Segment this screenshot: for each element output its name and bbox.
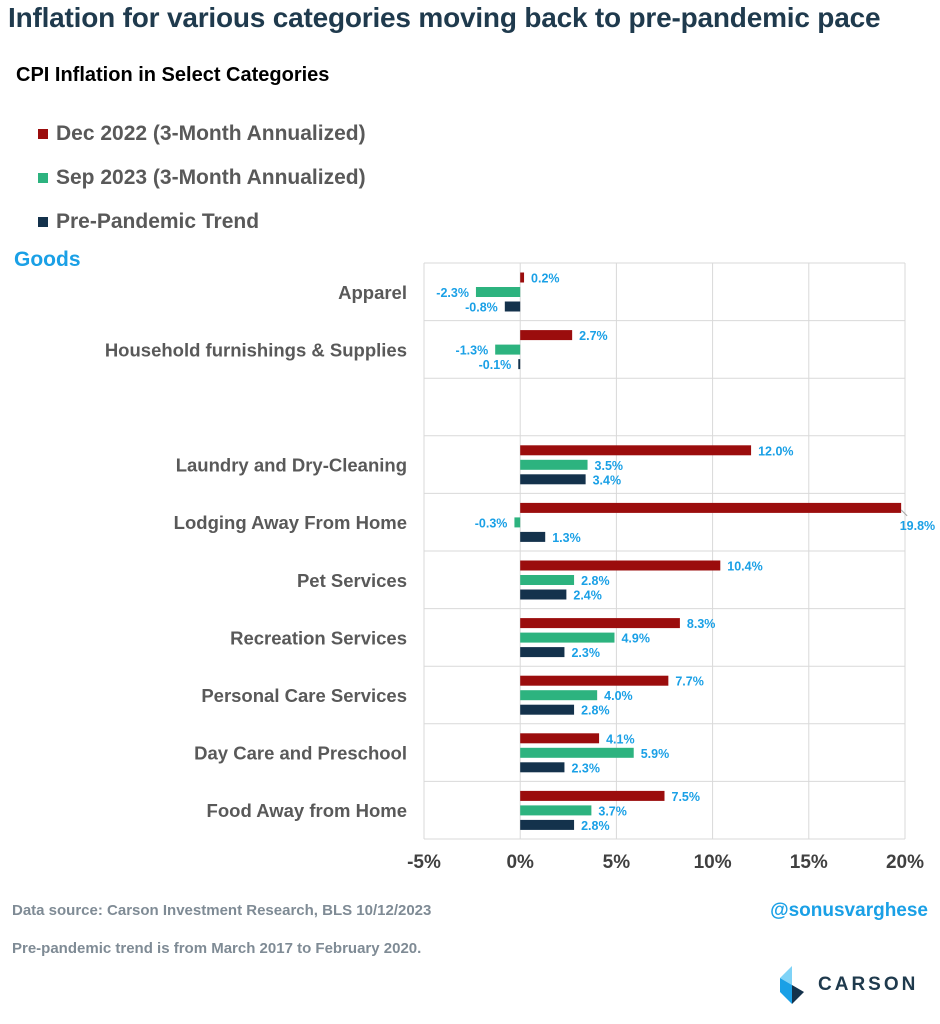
data-label: 5.9%: [641, 747, 670, 761]
label-leader: [900, 509, 908, 517]
data-label: 2.7%: [579, 329, 608, 343]
headline: Inflation for various categories moving …: [8, 2, 881, 33]
x-tick-label: 0%: [506, 852, 534, 873]
bar: [520, 618, 680, 629]
data-label: 3.7%: [598, 804, 627, 818]
category-label: Food Away from Home: [207, 800, 407, 821]
section-label-goods: Goods: [14, 248, 81, 271]
twitter-handle: @sonusvarghese: [770, 900, 928, 921]
bar-chart: -5% 0% 5% 10% 15% 20% Apparel Household furnish…: [105, 262, 935, 873]
bar: [520, 272, 525, 283]
bar: [520, 531, 546, 542]
bar: [520, 762, 565, 773]
bar: [520, 675, 669, 686]
data-label: 3.5%: [595, 459, 624, 473]
bar: [495, 344, 521, 355]
bar: [520, 647, 565, 658]
data-label: 2.4%: [573, 589, 602, 603]
legend-swatch-pre-pandemic: [38, 217, 48, 227]
x-tick-label: 20%: [886, 852, 924, 873]
carson-logo: CARSON: [780, 966, 918, 1004]
data-label: 3.4%: [593, 473, 622, 487]
data-label: 4.1%: [606, 732, 635, 746]
bar: [518, 359, 521, 370]
bar: [520, 459, 588, 470]
bar: [520, 704, 575, 715]
pre-pandemic-note: Pre-pandemic trend is from March 2017 to…: [12, 940, 422, 957]
data-label: 10.4%: [727, 560, 762, 574]
data-label: 2.8%: [581, 819, 610, 833]
bar: [520, 502, 902, 513]
category-label: Household furnishings & Supplies: [105, 339, 407, 360]
legend-item-pre-pandemic: Pre-Pandemic Trend: [38, 200, 366, 244]
bar: [520, 733, 600, 744]
data-label: 1.3%: [552, 531, 581, 545]
data-label: -1.3%: [456, 344, 489, 358]
bar: [520, 330, 573, 341]
legend-swatch-sep-2023: [38, 173, 48, 183]
legend-label-pre-pandemic: Pre-Pandemic Trend: [56, 210, 260, 233]
bar: [520, 790, 665, 801]
bar: [504, 301, 521, 312]
data-label: 2.3%: [571, 761, 600, 775]
legend-item-sep-2023: Sep 2023 (3-Month Annualized): [38, 156, 366, 200]
category-label: Lodging Away From Home: [174, 512, 407, 533]
category-label: Recreation Services: [230, 627, 407, 648]
data-label: -0.8%: [465, 301, 498, 315]
data-label: -0.1%: [479, 358, 512, 372]
legend-label-dec-2022: Dec 2022 (3-Month Annualized): [56, 122, 366, 145]
carson-logo-icon: [780, 966, 804, 1004]
legend-label-sep-2023: Sep 2023 (3-Month Annualized): [56, 166, 366, 189]
bar: [520, 560, 721, 571]
bar: [520, 632, 615, 643]
data-label: -0.3%: [475, 516, 508, 530]
legend: Dec 2022 (3-Month Annualized) Sep 2023 (…: [38, 112, 366, 244]
category-label: Apparel: [338, 282, 407, 303]
data-label: 7.5%: [672, 790, 701, 804]
category-label: Personal Care Services: [201, 685, 407, 706]
bar: [520, 747, 634, 758]
x-tick-label: 15%: [790, 852, 828, 873]
legend-item-dec-2022: Dec 2022 (3-Month Annualized): [38, 112, 366, 156]
data-source-note: Data source: Carson Investment Research,…: [12, 902, 432, 919]
bar: [520, 589, 567, 600]
chart-title: CPI Inflation in Select Categories: [16, 64, 330, 86]
data-label: 0.2%: [531, 272, 560, 286]
category-label: Laundry and Dry-Cleaning: [176, 455, 407, 476]
category-label: Pet Services: [297, 570, 407, 591]
category-label: Day Care and Preschool: [194, 743, 407, 764]
legend-swatch-dec-2022: [38, 129, 48, 139]
data-label: 8.3%: [687, 617, 716, 631]
data-label: 2.3%: [571, 646, 600, 660]
bar: [520, 575, 575, 585]
bar: [520, 690, 598, 701]
x-tick-label: 10%: [694, 852, 732, 873]
data-label: 4.9%: [621, 632, 650, 646]
carson-logo-text: CARSON: [818, 974, 919, 995]
bar: [514, 517, 521, 528]
data-label: -2.3%: [436, 286, 469, 300]
data-label: 7.7%: [675, 675, 704, 689]
data-label: 12.0%: [758, 444, 793, 458]
data-label: 19.8%: [900, 519, 935, 533]
data-label: 4.0%: [604, 689, 633, 703]
bar: [520, 805, 592, 816]
bar: [520, 819, 575, 830]
bar: [475, 287, 521, 297]
bar: [520, 445, 752, 456]
x-tick-label: -5%: [407, 852, 441, 873]
data-label: 2.8%: [581, 704, 610, 718]
data-label: 2.8%: [581, 574, 610, 588]
bar: [520, 474, 586, 485]
x-tick-label: 5%: [603, 852, 631, 873]
